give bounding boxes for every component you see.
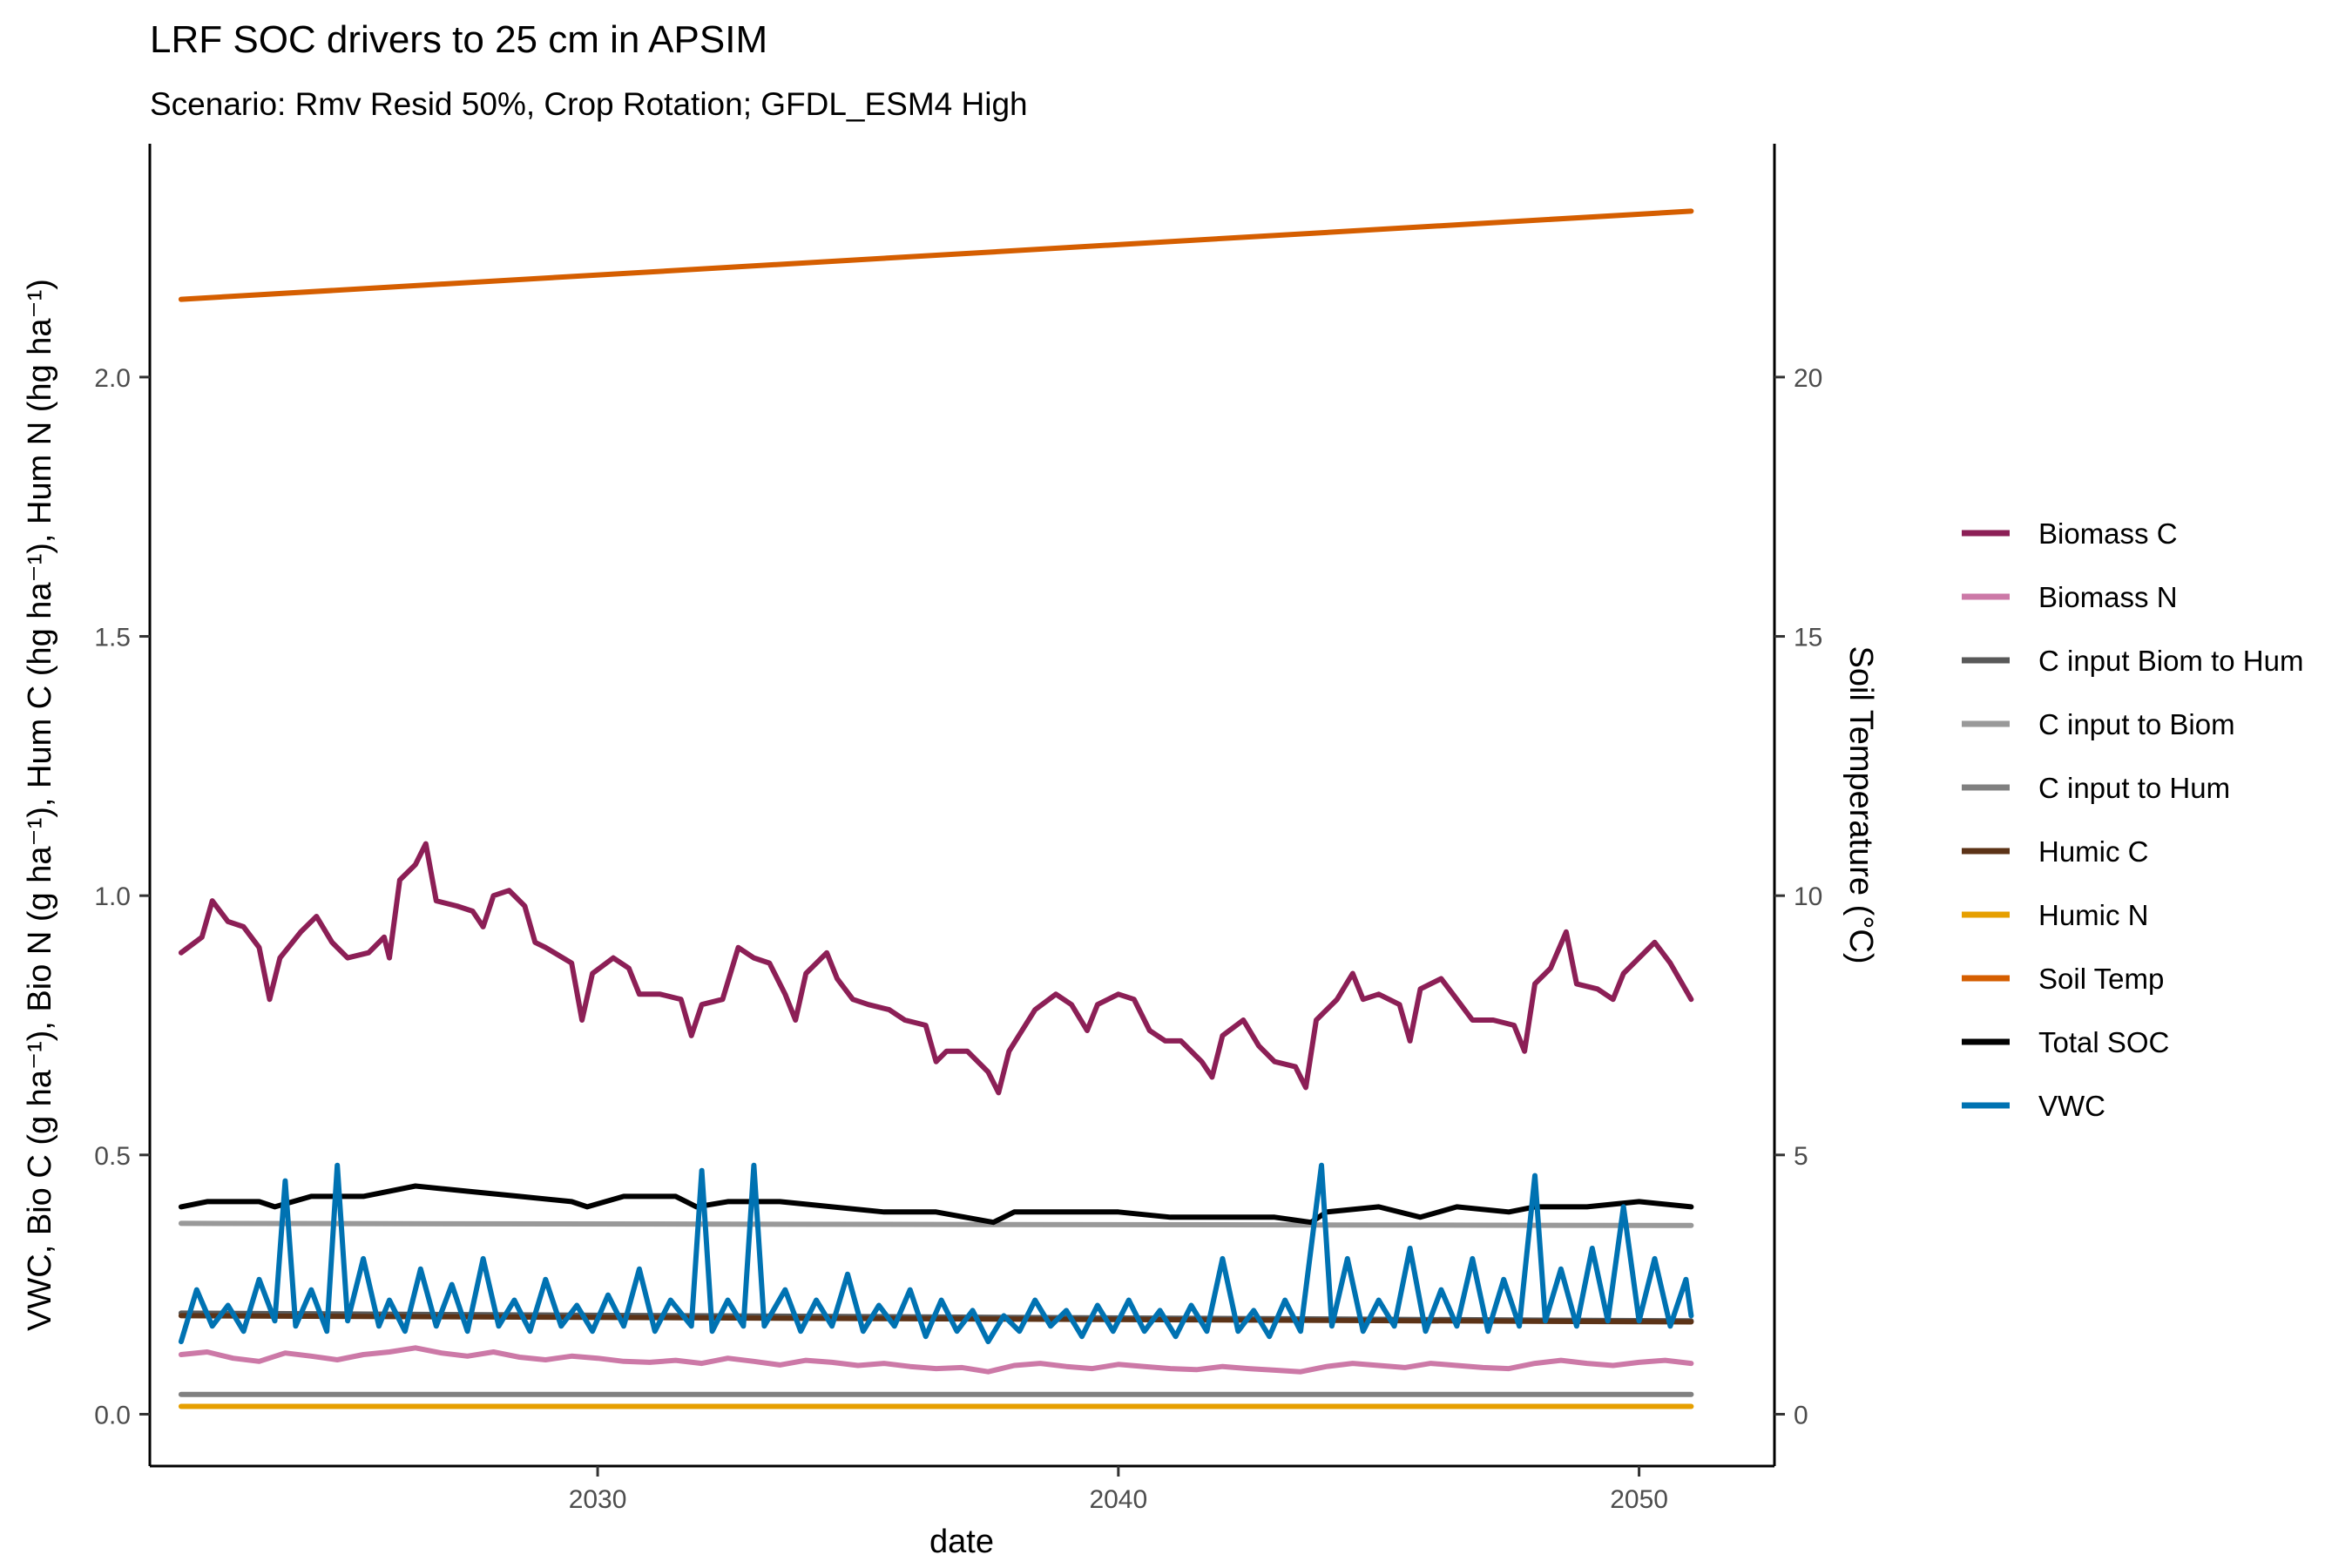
y-left-tick-label: 1.0 xyxy=(94,882,131,911)
y-right-tick-label: 10 xyxy=(1794,882,1822,911)
y-left-tick-label: 0.0 xyxy=(94,1401,131,1429)
legend-label: Total SOC xyxy=(2038,1026,2169,1058)
series-line-vwc xyxy=(178,1162,1694,1345)
legend-label: C input Biom to Hum xyxy=(2038,645,2303,677)
y-axis-title-right: Soil Temperature (°C) xyxy=(1842,645,1879,963)
legend-label: Soil Temp xyxy=(2038,963,2164,995)
legend-label: VWC xyxy=(2038,1090,2105,1122)
x-tick-label: 2050 xyxy=(1610,1485,1668,1514)
legend-label: Humic C xyxy=(2038,835,2149,868)
x-tick-label: 2030 xyxy=(569,1485,627,1514)
y-left-tick-label: 1.5 xyxy=(94,624,131,652)
y-right-tick-label: 5 xyxy=(1794,1142,1808,1171)
legend-label: Biomass C xyxy=(2038,517,2178,550)
legend-label: C input to Biom xyxy=(2038,708,2235,740)
y-right-tick-label: 20 xyxy=(1794,364,1822,393)
y-axis-title-left: VWC, Bio C (g ha⁻¹), Bio N (g ha⁻¹), Hum… xyxy=(22,279,58,1331)
y-left-tick-label: 2.0 xyxy=(94,364,131,393)
chart-title: LRF SOC drivers to 25 cm in APSIM xyxy=(150,18,767,61)
x-tick-label: 2040 xyxy=(1089,1485,1147,1514)
series-line-c-input-to-biom xyxy=(178,1220,1694,1228)
y-right-tick-label: 15 xyxy=(1794,624,1822,652)
series-line-biomass-c xyxy=(178,841,1694,1096)
chart-subtitle: Scenario: Rmv Resid 50%, Crop Rotation; … xyxy=(150,86,1028,122)
axis-layer: 2030 2040 2050 0.0 0.5 1.0 1.5 2.0 0 5 10 15 20 xyxy=(94,364,1822,1514)
series-line-soil-temp xyxy=(178,208,1694,302)
x-axis-title: date xyxy=(929,1524,994,1560)
legend-label: C input to Hum xyxy=(2038,772,2230,804)
legend-label: Biomass N xyxy=(2038,581,2178,613)
legend-label: Humic N xyxy=(2038,899,2149,931)
y-left-tick-label: 0.5 xyxy=(94,1142,131,1171)
y-right-tick-label: 0 xyxy=(1794,1401,1808,1429)
series-layer xyxy=(178,208,1694,1409)
series-line-biomass-n xyxy=(178,1345,1694,1375)
series-line-total-soc xyxy=(178,1183,1694,1226)
legend: Biomass C Biomass N C input Biom to Hum C i… xyxy=(1962,517,2303,1122)
